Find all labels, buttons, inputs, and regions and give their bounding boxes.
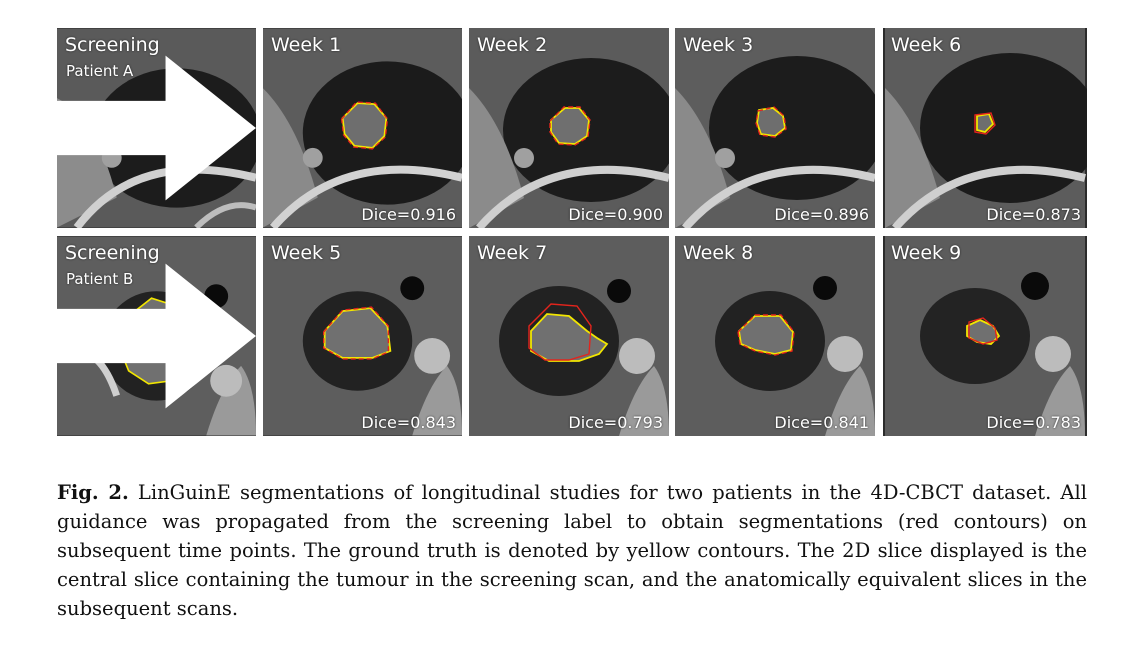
figure-caption: Fig. 2. LinGuinE segmentations of longit… xyxy=(57,478,1087,623)
panel-title: Week 2 xyxy=(477,34,548,56)
dice-score: Dice=0.916 xyxy=(361,205,456,224)
ct-image xyxy=(263,236,462,436)
prediction-contour xyxy=(528,303,592,361)
panel-title: Week 1 xyxy=(271,34,342,56)
prediction-contour xyxy=(322,306,390,360)
panel-title: Week 6 xyxy=(891,34,962,56)
figure-grid: Screening Patient A Week 1 Dice=0.916 We… xyxy=(57,28,1087,438)
panel-title: Screening xyxy=(65,242,160,264)
arrow-right-icon xyxy=(57,55,256,201)
arrow-right-icon xyxy=(57,263,256,409)
panel-week-9: Week 9 Dice=0.783 xyxy=(883,236,1087,436)
panel-week-5: Week 5 Dice=0.843 xyxy=(263,236,462,436)
dice-score: Dice=0.896 xyxy=(774,205,869,224)
prediction-contour xyxy=(968,317,998,345)
caption-label: Fig. 2. xyxy=(57,481,129,504)
panel-week-1: Week 1 Dice=0.916 xyxy=(263,28,462,228)
panel-week-8: Week 8 Dice=0.841 xyxy=(675,236,875,436)
ct-image xyxy=(469,236,669,436)
ct-image xyxy=(885,28,1087,228)
panel-week-3: Week 3 Dice=0.896 xyxy=(675,28,875,228)
prediction-contour xyxy=(549,106,591,146)
dice-score: Dice=0.900 xyxy=(568,205,663,224)
panel-title: Week 9 xyxy=(891,242,962,264)
ct-image xyxy=(675,236,875,436)
dice-score: Dice=0.793 xyxy=(568,413,663,432)
prediction-contour xyxy=(755,106,787,138)
ground-truth-contour xyxy=(550,107,590,145)
ground-truth-contour xyxy=(341,102,388,149)
dice-score: Dice=0.841 xyxy=(774,413,869,432)
prediction-contour xyxy=(737,314,795,356)
patient-label: Patient A xyxy=(66,62,134,80)
ct-image xyxy=(263,28,462,228)
panel-title: Week 5 xyxy=(271,242,342,264)
caption-text: LinGuinE segmentations of longitudinal s… xyxy=(57,481,1087,620)
panel-week-2: Week 2 Dice=0.900 xyxy=(469,28,669,228)
patient-label: Patient B xyxy=(66,270,134,288)
dice-score: Dice=0.843 xyxy=(361,413,456,432)
ground-truth-contour xyxy=(976,112,995,133)
ground-truth-contour xyxy=(756,107,786,137)
panel-title: Week 7 xyxy=(477,242,548,264)
ct-image xyxy=(885,236,1085,436)
panel-week-6: Week 6 Dice=0.873 xyxy=(883,28,1087,228)
dice-score: Dice=0.783 xyxy=(986,413,1081,432)
panel-title: Week 8 xyxy=(683,242,754,264)
panel-title: Screening xyxy=(65,34,160,56)
panel-screening-patient-a: Screening Patient A xyxy=(57,28,256,228)
ct-image xyxy=(675,28,875,228)
dice-score: Dice=0.873 xyxy=(986,205,1081,224)
panel-title: Week 3 xyxy=(683,34,754,56)
panel-screening-patient-b: Screening Patient B xyxy=(57,236,256,436)
ct-image xyxy=(469,28,669,228)
panel-week-7: Week 7 Dice=0.793 xyxy=(469,236,669,436)
prediction-contour xyxy=(974,112,996,135)
